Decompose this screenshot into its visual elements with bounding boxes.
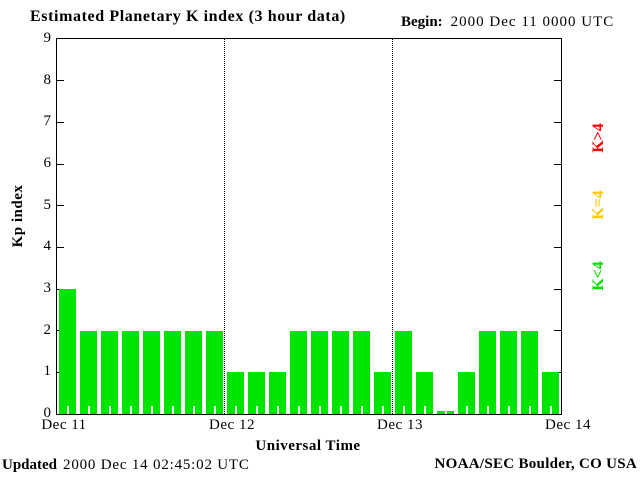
x-axis-tick-notch (276, 406, 279, 414)
y-axis-tick (57, 163, 64, 165)
y-axis-tick (554, 80, 561, 82)
x-axis-tick-notch (171, 406, 174, 414)
x-axis-tick-notch (234, 406, 237, 414)
begin-value: 2000 Dec 11 0000 UTC (450, 14, 615, 30)
x-axis-tick-notch (213, 406, 216, 414)
x-axis-tick-notch (192, 406, 195, 414)
x-axis-tick-notch (339, 406, 342, 414)
kp-bar (479, 330, 496, 414)
kp-bar (542, 372, 559, 414)
day-boundary-dotted-line (392, 39, 393, 414)
updated-timestamp: Updated 2000 Dec 14 02:45:02 UTC (2, 457, 250, 474)
y-tick-label: 0 (43, 405, 52, 421)
kp-bar (227, 372, 244, 414)
day-boundary-dotted-line (224, 39, 225, 414)
kp-bar (521, 330, 538, 414)
y-axis-tick (57, 246, 64, 248)
x-tick-label: Dec 13 (377, 417, 423, 433)
legend-label-K4: K<4 (590, 261, 607, 291)
x-axis-tick-notch (444, 406, 447, 414)
y-tick-label: 6 (43, 155, 52, 171)
kp-bar (311, 330, 328, 414)
credit-text: NOAA/SEC Boulder, CO USA (434, 456, 637, 472)
kp-bar (80, 330, 97, 414)
y-axis-tick (57, 205, 64, 207)
begin-label: Begin: (401, 14, 443, 30)
x-axis-tick-notch (108, 406, 111, 414)
x-axis-tick-notch (360, 406, 363, 414)
kp-bar (353, 330, 370, 414)
y-axis-tick (554, 288, 561, 290)
x-axis-tick-notch (255, 406, 258, 414)
y-tick-label: 2 (43, 321, 52, 338)
x-axis-tick-notch (465, 406, 468, 414)
x-axis-tick-notch (318, 406, 321, 414)
legend-label-K4: K>4 (590, 123, 607, 153)
kp-bar (416, 372, 433, 414)
x-axis-tick-notch (66, 406, 69, 414)
y-tick-label: 9 (43, 30, 52, 46)
kp-bar (122, 330, 139, 414)
kp-bar (185, 330, 202, 414)
y-tick-label: 7 (43, 113, 52, 130)
x-axis-tick-notch (486, 406, 489, 414)
kp-bar (395, 330, 412, 414)
kp-bar (332, 330, 349, 414)
x-axis-tick-notch (129, 406, 132, 414)
plot-area (56, 38, 562, 415)
x-axis-tick-notch (381, 406, 384, 414)
y-tick-label: 1 (43, 363, 52, 380)
chart-title: Estimated Planetary K index (3 hour data… (30, 8, 346, 25)
y-tick-label: 3 (43, 280, 52, 296)
y-axis-tick (554, 330, 561, 332)
x-tick-label: Dec 14 (545, 417, 591, 433)
y-axis-tick (554, 205, 561, 207)
kp-bar (101, 330, 118, 414)
legend-label-K4: K=4 (590, 190, 607, 220)
x-axis-tick-notch (402, 406, 405, 414)
x-tick-label: Dec 11 (41, 417, 87, 433)
kp-bar (164, 330, 181, 414)
x-axis-title: Universal Time (255, 438, 361, 454)
kp-bar (500, 330, 517, 414)
y-axis-tick (554, 246, 561, 248)
y-tick-label: 4 (43, 238, 52, 255)
y-tick-label: 8 (43, 71, 52, 88)
y-axis-tick (57, 80, 64, 82)
kp-bar (248, 372, 265, 414)
y-axis-tick (554, 371, 561, 373)
x-axis-tick-notch (528, 406, 531, 414)
x-axis-tick-notch (87, 406, 90, 414)
kp-bar (458, 372, 475, 414)
y-axis-tick (554, 163, 561, 165)
updated-value: 2000 Dec 14 02:45:02 UTC (63, 457, 250, 473)
y-tick-label: 5 (43, 196, 52, 213)
begin-timestamp: Begin: 2000 Dec 11 0000 UTC (401, 14, 614, 31)
kp-bar (269, 372, 286, 414)
x-axis-tick-notch (150, 406, 153, 414)
kp-bar (59, 289, 76, 414)
kp-bar (143, 330, 160, 414)
updated-label: Updated (2, 457, 58, 473)
x-axis-tick-notch (297, 406, 300, 414)
kp-bar (206, 330, 223, 414)
kp-bar (290, 330, 307, 414)
y-axis-tick (57, 121, 64, 123)
x-axis-tick-notch (507, 406, 510, 414)
x-axis-tick-notch (423, 406, 426, 414)
y-axis-tick (554, 121, 561, 123)
x-tick-label: Dec 12 (209, 417, 255, 433)
kp-bar (374, 372, 391, 414)
x-axis-tick-notch (549, 406, 552, 414)
